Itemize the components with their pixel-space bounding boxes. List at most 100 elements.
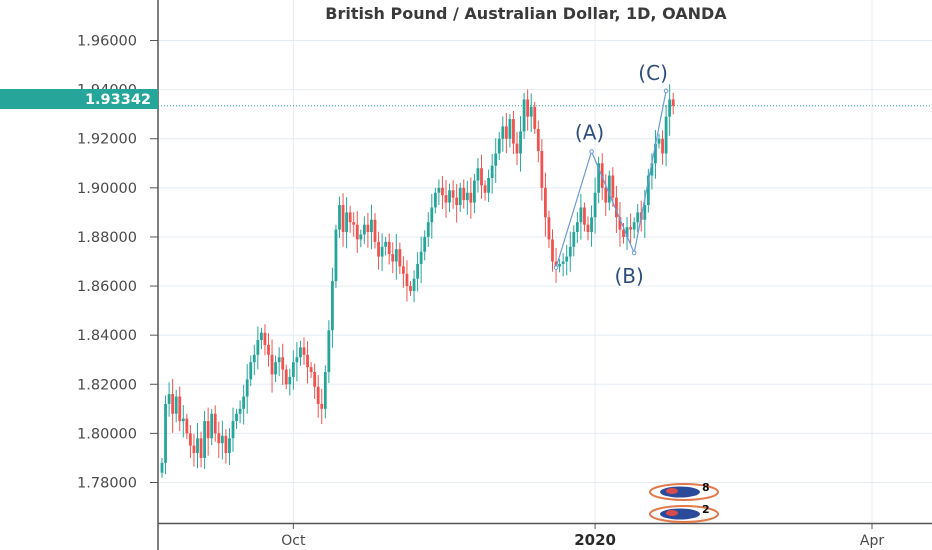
bar-body	[451, 190, 455, 198]
bar-body	[199, 438, 203, 458]
bar-body	[579, 207, 583, 223]
bar-body	[384, 241, 388, 247]
bar-body	[636, 212, 640, 223]
bar-body	[235, 413, 238, 422]
bar-body	[192, 445, 196, 454]
bar-body	[196, 438, 199, 454]
y-tick-label: 1.88000	[77, 230, 137, 246]
bar-body	[256, 340, 260, 355]
bar-body	[515, 143, 519, 154]
bar-body	[334, 229, 338, 282]
bar-body	[654, 143, 657, 164]
wave-label: (A)	[575, 120, 604, 144]
bar-body	[288, 376, 292, 385]
bar-body	[622, 229, 625, 237]
bar-body	[547, 217, 551, 240]
bar-body	[646, 175, 650, 206]
bar-body	[533, 106, 537, 129]
x-tick-label: Apr	[860, 533, 884, 549]
elliott-wave: (A) (B) (C)	[553, 61, 669, 288]
y-tick-label: 1.84000	[77, 328, 137, 344]
bar-body	[213, 413, 217, 434]
bar-body	[299, 347, 302, 358]
bar-body	[242, 396, 246, 409]
bar-body	[568, 246, 572, 257]
bar-body	[632, 222, 636, 230]
bar-body	[302, 347, 306, 355]
bar-body	[245, 379, 249, 397]
bar-body	[380, 246, 384, 257]
bar-body	[643, 205, 647, 220]
bar-body	[522, 99, 526, 132]
bar-body	[252, 354, 256, 363]
bar-body	[661, 138, 664, 154]
bar-body	[615, 197, 618, 218]
wave-point	[553, 265, 559, 270]
bar-body	[476, 168, 480, 181]
bar-body	[359, 234, 363, 240]
badge-top[interactable]: 8	[649, 481, 719, 501]
bar-body	[575, 222, 579, 233]
bar-body	[217, 433, 221, 444]
last-price-tag-bg	[0, 89, 158, 109]
bar-body	[668, 99, 672, 117]
bar-body	[402, 266, 405, 274]
bar-body	[426, 222, 430, 237]
wave-label: (B)	[614, 264, 643, 288]
flag-icon	[660, 508, 700, 520]
y-axis: 1.960001.940001.920001.900001.880001.860…	[77, 34, 158, 491]
bar-body	[593, 192, 597, 218]
bar-body	[423, 236, 427, 252]
bar-body	[291, 362, 295, 377]
bar-body	[558, 263, 561, 267]
bar-body	[433, 192, 437, 208]
bar-body	[544, 187, 547, 218]
bar-body	[338, 205, 341, 230]
bar-body	[565, 256, 569, 262]
bar-body	[625, 227, 629, 237]
bar-body	[270, 354, 274, 375]
bar-body	[277, 357, 281, 363]
bar-body	[501, 126, 505, 139]
bar-body	[228, 438, 231, 454]
bar-body	[604, 187, 608, 203]
x-tick-label: Oct	[281, 533, 306, 549]
bar-body	[586, 224, 590, 233]
bar-body	[348, 212, 352, 223]
bar-body	[238, 408, 242, 414]
bar-body	[473, 180, 476, 203]
bar-body	[377, 241, 380, 257]
bar-body	[220, 435, 224, 444]
bar-body	[455, 197, 459, 206]
bar-body	[345, 212, 348, 233]
bar-body	[171, 394, 175, 414]
bar-body	[671, 99, 675, 106]
wave-point	[631, 250, 637, 256]
bar-body	[465, 192, 469, 201]
bar-body	[490, 165, 494, 179]
bar-body	[657, 138, 661, 144]
bar-body	[469, 192, 473, 203]
bar-body	[526, 99, 530, 117]
wave-label: (C)	[638, 61, 668, 85]
badge-count: 2	[702, 503, 710, 516]
bar-body	[178, 396, 182, 422]
bar-body	[540, 151, 544, 188]
bar-body	[306, 354, 309, 368]
bar-body	[387, 241, 391, 255]
bar-body	[164, 403, 167, 463]
flag-icon	[660, 486, 700, 498]
bar-body	[210, 413, 214, 439]
bar-body	[309, 367, 313, 372]
bar-body	[355, 224, 359, 240]
bar-body	[405, 273, 409, 287]
bar-body	[611, 175, 615, 198]
badge-bottom[interactable]: 2	[649, 503, 719, 523]
x-axis: Oct 2020 Apr	[281, 523, 884, 549]
flag-stripe-icon	[666, 488, 678, 494]
y-tick-label: 1.80000	[77, 426, 137, 442]
bar-body	[409, 286, 412, 291]
bar-body	[412, 278, 416, 291]
bar-body	[167, 394, 171, 404]
